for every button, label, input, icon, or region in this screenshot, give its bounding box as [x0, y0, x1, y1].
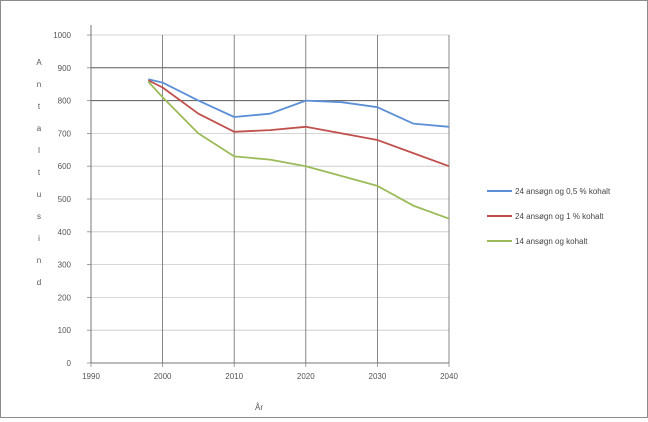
x-tick-label: 2040 — [440, 372, 458, 381]
y-tick-label: 100 — [58, 326, 72, 335]
series-line — [147, 80, 450, 220]
x-tick-label: 2030 — [369, 372, 387, 381]
legend: 24 ansøgn og 0,5 % kohalt 24 ansøgn og 1 … — [487, 187, 611, 246]
y-tick-label: 900 — [58, 64, 72, 73]
y-tick-label: 700 — [58, 129, 72, 138]
y-tick-label: 800 — [58, 97, 72, 106]
series-line — [148, 78, 450, 128]
y-tick-label: 300 — [58, 261, 72, 270]
series-lines — [147, 78, 450, 220]
y-axis-label-char: l — [38, 146, 40, 155]
grid-lines — [91, 34, 450, 363]
y-tick-label: 0 — [67, 359, 72, 368]
x-tick-label: 2010 — [225, 372, 243, 381]
x-tick-label: 1990 — [82, 372, 100, 381]
y-axis-label-char: A — [36, 58, 42, 67]
y-axis-label: An t a l t u s i n d — [36, 58, 42, 287]
y-tick-label: 500 — [58, 195, 72, 204]
y-axis-label-char: n — [37, 256, 41, 265]
y-axis-label-char: s — [37, 212, 41, 221]
y-axis-label-char: u — [37, 190, 41, 199]
y-tick-label: 200 — [58, 293, 72, 302]
y-axis-label-char: d — [37, 278, 41, 287]
x-axis-label: År — [255, 403, 263, 412]
y-axis-label-char: a — [37, 124, 42, 133]
y-axis-label-char: t — [38, 102, 41, 111]
series-line — [147, 79, 450, 168]
axes — [87, 25, 450, 367]
tick-labels: 0 100 200 300 400 500 600 700 800 900 1000 1990 2000… — [53, 31, 458, 381]
y-axis-label-char: n — [37, 80, 41, 89]
legend-label: 14 ansøgn og kohalt — [515, 237, 588, 246]
x-tick-label: 2000 — [154, 372, 172, 381]
y-tick-label: 600 — [58, 162, 72, 171]
legend-label: 24 ansøgn og 1 % kohalt — [515, 212, 604, 221]
y-tick-label: 1000 — [53, 31, 71, 40]
y-axis-label-char: i — [38, 234, 40, 243]
x-tick-label: 2020 — [297, 372, 315, 381]
y-axis-label-char: t — [38, 168, 41, 177]
legend-label: 24 ansøgn og 0,5 % kohalt — [515, 187, 611, 196]
y-tick-label: 400 — [58, 228, 72, 237]
